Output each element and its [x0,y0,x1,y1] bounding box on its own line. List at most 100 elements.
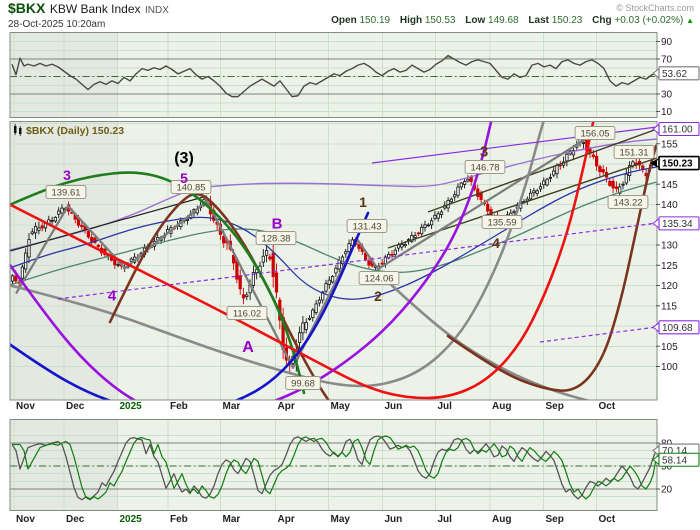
x-axis-main: Nov Dec 2025 Feb Mar Apr May Jun Jul Aug Sep Oct [16,401,616,412]
stoch-ytick: 20 [661,485,673,496]
svg-text:99.68: 99.68 [291,379,315,390]
overlays [10,121,657,400]
price-annotation: 156.05 [574,126,616,140]
cycle-arc-4 [10,171,306,395]
price-annotation: 124.06 [358,271,400,285]
stoch-k-line [12,435,657,501]
svg-text:139.61: 139.61 [51,188,80,199]
open-value: 150.19 [359,15,391,26]
symbol: $BKX [8,0,46,16]
axis-box-label: 53.62 [662,69,687,80]
month-label: Aug [492,514,511,525]
svg-text:140.85: 140.85 [176,183,205,194]
axis-box-label: 58.14 [662,455,687,466]
rsi-ytick: 10 [661,107,673,118]
trendline [10,195,208,252]
axis-box-label: 161.00 [662,125,693,136]
svg-text:135.59: 135.59 [487,218,516,229]
price-annotation: 151.31 [613,145,655,159]
copyright: © StockCharts.com [616,3,694,13]
main-panel-border [9,121,658,401]
main-ytick: 140 [661,200,678,211]
last-label: Last [528,15,549,26]
ma-blue [10,166,657,300]
symbol-name: KBW Bank Index [49,2,141,16]
rsi-panel-bg [10,32,657,118]
month-label: Nov [16,514,35,525]
month-label: 2025 [120,401,143,412]
month-label: Apr [278,401,295,412]
month-label: Nov [16,401,35,412]
datetime: 28-Oct-2025 10:20am [8,19,106,30]
channel-line-upper [427,128,657,213]
main-panel-bg [10,121,657,400]
quote-bar: Open 150.19 High 150.53 Low 149.68 Last … [324,15,694,26]
cycle-arc-2 [108,192,330,400]
cycle-arc-6 [10,211,370,400]
axis-box-label: 150.23 [662,159,693,170]
elliott-zigzag [15,138,586,369]
main-legend: $BKX (Daily) 150.23 [14,124,124,137]
price-annotation: 143.22 [607,195,649,209]
axis-box-label: 109.68 [662,323,693,334]
month-label: Oct [599,401,616,412]
month-label: Sep [546,514,564,525]
chart-header: $BKX KBW Bank Index INDX 28-Oct-2025 10:… [8,0,169,31]
wave-label: 1 [359,194,367,210]
price-annotation: 131.43 [346,219,388,233]
main-ytick: 120 [661,281,678,292]
title-line: $BKX KBW Bank Index INDX [8,0,169,17]
axis-box-label: 135.34 [662,219,693,230]
wave-label: 3 [63,167,71,183]
month-label: Jul [438,514,453,525]
main-ytick: 115 [661,301,677,312]
price-annotation: 99.68 [285,376,321,390]
price-annotation: 116.02 [226,306,268,320]
main-ytick: 125 [661,261,678,272]
month-label: Mar [223,401,241,412]
month-label: Aug [492,401,511,412]
wave-label: 4 [492,235,500,251]
month-label: Oct [599,514,616,525]
month-label: Apr [278,514,295,525]
month-label: Feb [170,514,188,525]
month-label: May [331,401,351,412]
month-label: Jun [385,514,403,525]
rsi-ytick: 30 [661,90,673,101]
wave-label: 5 [180,170,188,186]
cycle-arc-1 [381,275,592,400]
month-label: Jun [385,401,403,412]
last-value: 150.23 [551,15,583,26]
x-axis-bottom: Nov Dec 2025 Feb Mar Apr May Jun Jul Aug Sep Oct [16,514,616,525]
svg-text:131.43: 131.43 [352,222,381,233]
low-label: Low [465,15,486,26]
svg-text:156.05: 156.05 [580,129,609,140]
svg-text:124.06: 124.06 [364,274,393,285]
main-ytick: 145 [661,180,678,191]
cycle-arc-7 [10,121,493,400]
channel-line-lower [387,157,657,249]
chg-label: Chg [592,15,612,26]
wave-label: B [272,215,283,232]
month-label: Dec [66,514,85,525]
main-ytick: 130 [661,241,678,252]
month-label: May [331,514,351,525]
stoch-ytick: 50 [661,462,673,473]
svg-text:143.22: 143.22 [613,198,642,209]
month-label: Sep [546,401,564,412]
price-annotation: 140.85 [170,180,212,194]
cycle-arc-5 [10,121,595,400]
wave-label: 2 [374,288,382,304]
month-label: 2025 [120,514,143,525]
wave-label: (3) [174,150,194,167]
legend-text: $BKX (Daily) 150.23 [26,125,124,137]
exchange: INDX [144,5,169,16]
svg-text:128.38: 128.38 [261,234,290,245]
stoch-panel-border [9,419,658,511]
low-value: 149.68 [488,15,519,26]
svg-text:116.02: 116.02 [233,309,261,320]
month-label: Mar [223,514,241,525]
last-price-marker [650,159,657,168]
